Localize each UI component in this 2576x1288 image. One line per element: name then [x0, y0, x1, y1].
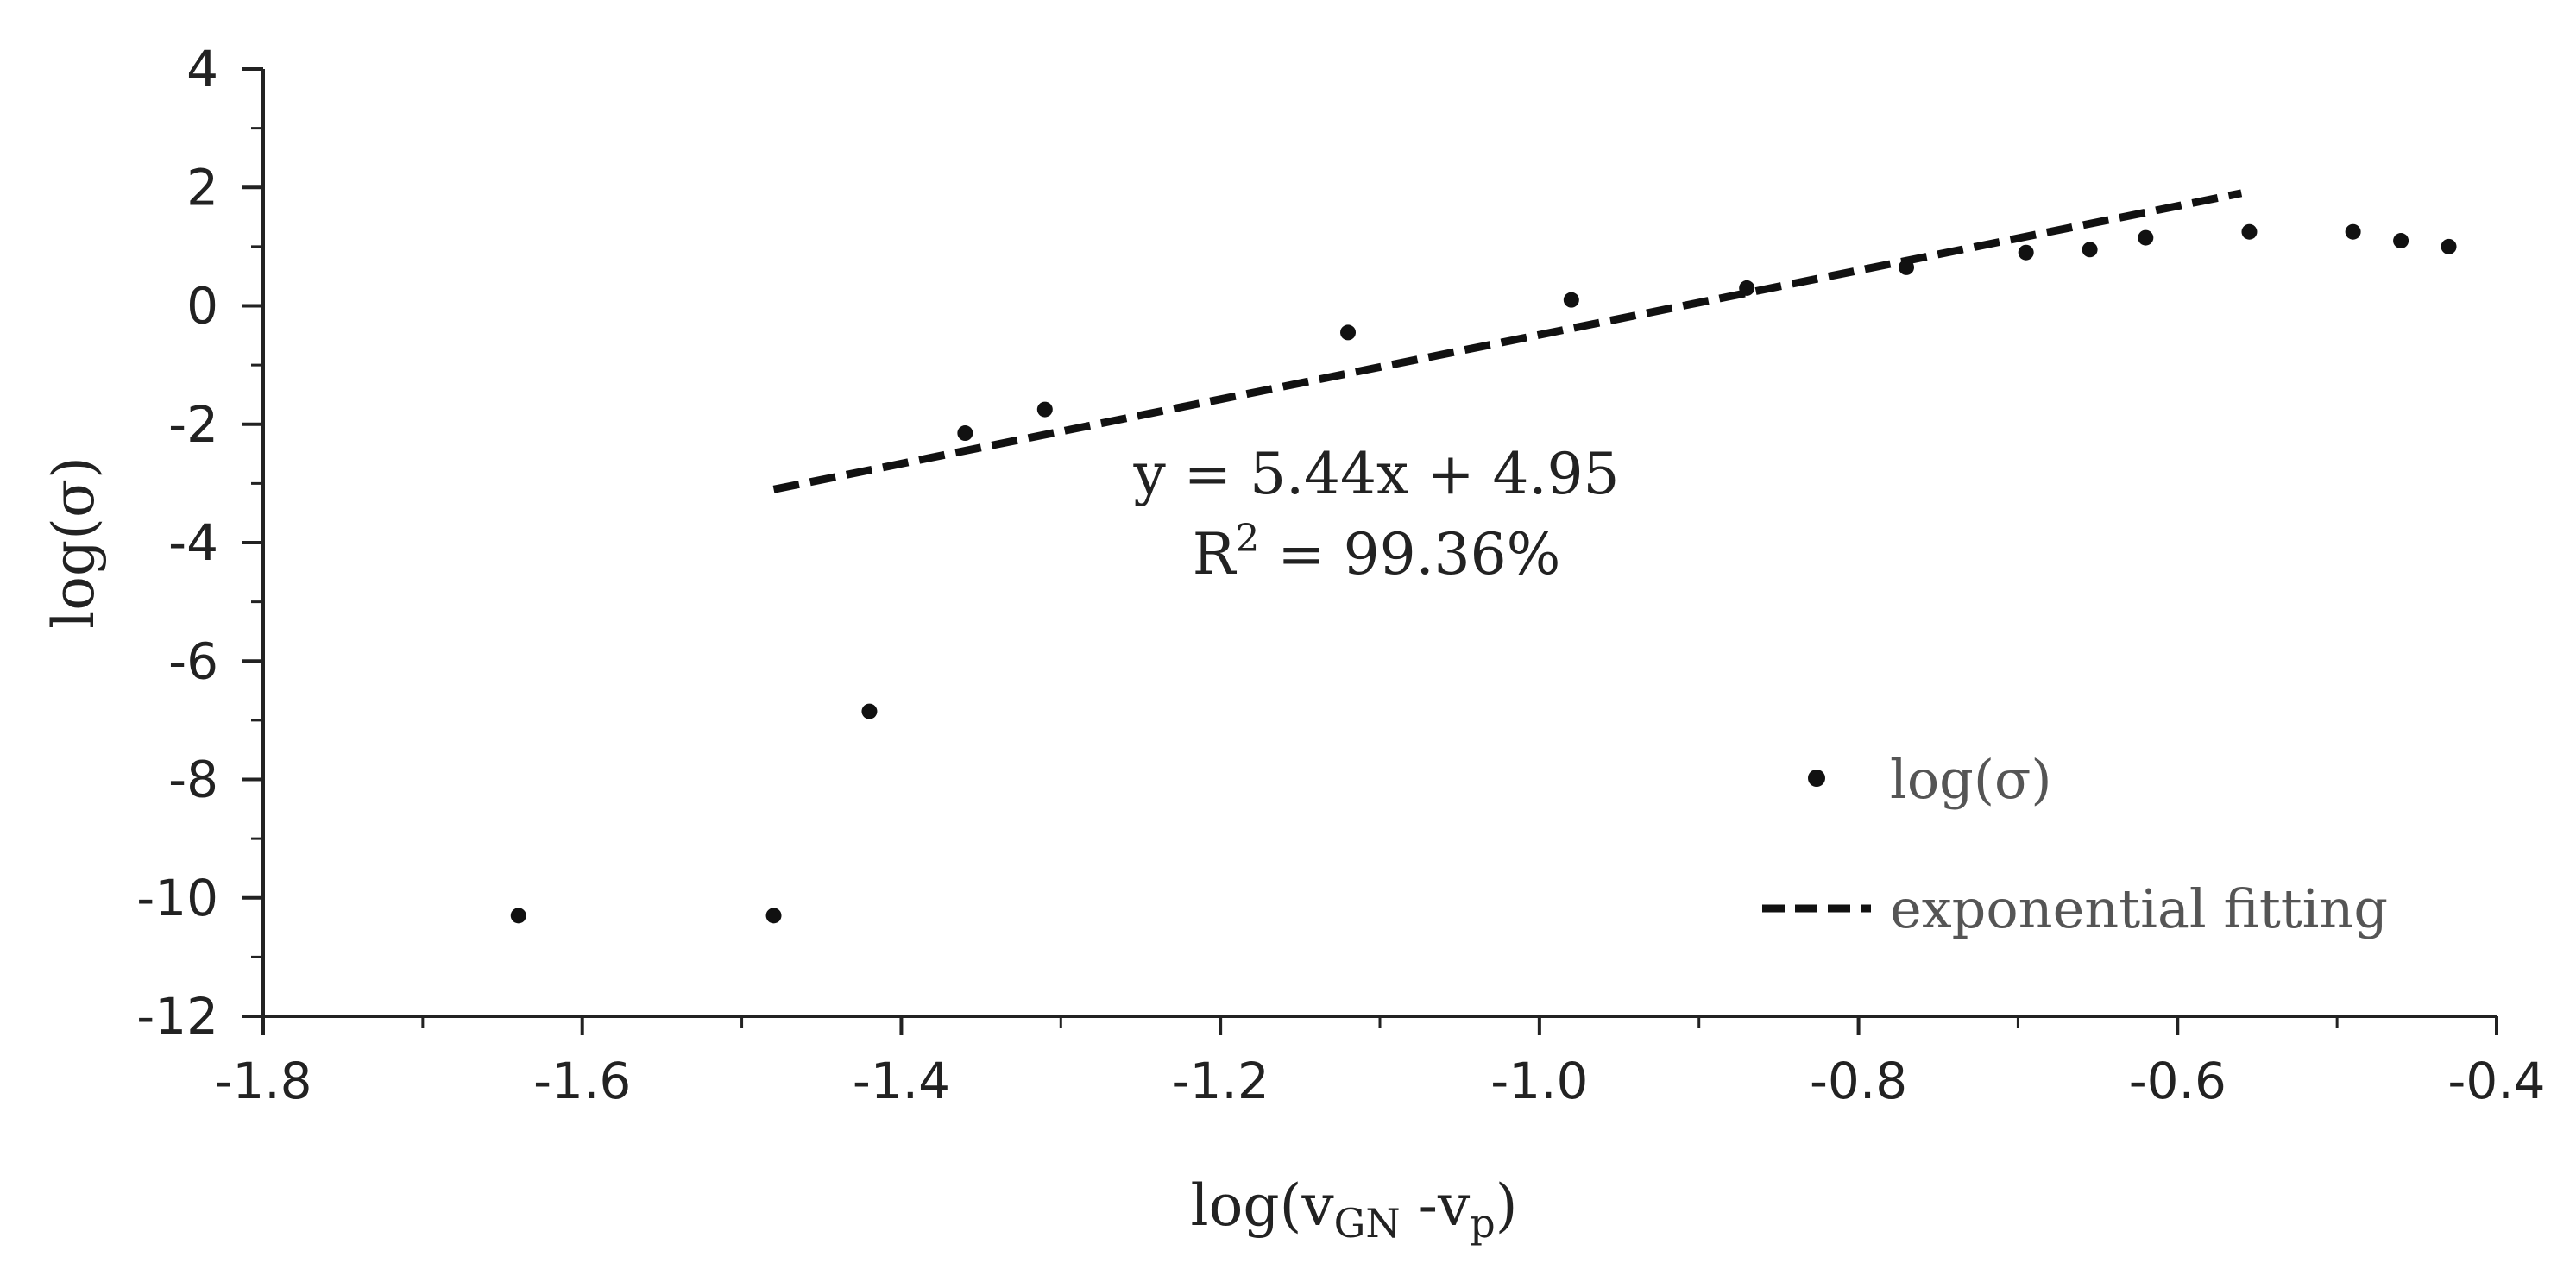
- r2-value: = 99.36%: [1259, 521, 1560, 587]
- y-tick-label: 4: [186, 40, 218, 98]
- data-point: [861, 703, 878, 719]
- data-point: [765, 908, 782, 924]
- data-point: [1036, 401, 1053, 418]
- x-axis-title-main: log(v: [1191, 1172, 1335, 1239]
- y-tick-label: -8: [168, 751, 218, 809]
- y-tick-label: -2: [168, 395, 218, 454]
- x-axis-title-sub-gn: GN: [1334, 1200, 1401, 1247]
- data-point: [1340, 324, 1357, 341]
- data-point: [957, 425, 973, 442]
- x-tick-label: -1.6: [533, 1052, 631, 1110]
- x-tick-label: -0.8: [1810, 1052, 1907, 1110]
- y-tick-label: -6: [168, 631, 218, 690]
- axes: -1.8 -1.6 -1.4 -1.2 -1.0 -0.8 -0.6 -0.4 -12-10-…: [136, 40, 2545, 1110]
- x-axis-title-sub-p: p: [1470, 1200, 1495, 1247]
- legend-label-points: log(σ): [1890, 748, 2052, 811]
- data-point: [510, 908, 526, 924]
- x-ticks: -1.8 -1.6 -1.4 -1.2 -1.0 -0.8 -0.6 -0.4: [214, 1016, 2546, 1110]
- data-point: [2393, 233, 2409, 249]
- data-point: [2138, 229, 2154, 246]
- x-axis-title-end: ): [1496, 1172, 1518, 1239]
- x-tick-label: -1.8: [214, 1052, 312, 1110]
- x-axis-title-mid: -v: [1401, 1172, 1471, 1239]
- data-point: [2018, 244, 2034, 261]
- data-point: [1739, 280, 1755, 296]
- fit-r-squared: R2 = 99.36%: [1193, 517, 1561, 587]
- r2-prefix: R: [1193, 521, 1238, 587]
- x-tick-label: -0.4: [2447, 1052, 2545, 1110]
- legend-label-fit: exponential fitting: [1890, 877, 2388, 940]
- data-point: [2082, 242, 2098, 258]
- fit-line: [772, 189, 2243, 493]
- y-tick-label: 2: [186, 158, 218, 217]
- data-point: [2241, 223, 2258, 240]
- y-tick-label: 0: [186, 277, 218, 336]
- y-tick-label: -10: [136, 869, 218, 927]
- x-tick-label: -1.4: [853, 1052, 950, 1110]
- y-ticks: -12 -10 -8 -6 -4 -2 0 2 4: [136, 40, 263, 1046]
- data-point: [1563, 292, 1579, 308]
- r2-superscript: 2: [1235, 517, 1259, 561]
- y-axis-title: log(σ): [41, 456, 107, 629]
- x-tick-label: -1.2: [1172, 1052, 1269, 1110]
- data-point: [2441, 238, 2457, 254]
- y-tick-label: -12: [136, 987, 218, 1046]
- legend: log(σ) exponential fitting: [1762, 748, 2388, 940]
- x-tick-label: -1.0: [1490, 1052, 1588, 1110]
- data-point: [2345, 223, 2361, 240]
- fit-equation: y = 5.44x + 4.95: [1133, 441, 1620, 507]
- y-tick-label: -4: [168, 513, 218, 572]
- x-axis-title: log(vGN -vp): [1191, 1172, 1518, 1247]
- x-tick-label: -0.6: [2129, 1052, 2226, 1110]
- fit-annotation: y = 5.44x + 4.95 R2 = 99.36%: [1133, 441, 1620, 587]
- plot-area: [510, 189, 2457, 924]
- legend-marker-points: [1808, 770, 1825, 787]
- data-point: [1899, 259, 1915, 275]
